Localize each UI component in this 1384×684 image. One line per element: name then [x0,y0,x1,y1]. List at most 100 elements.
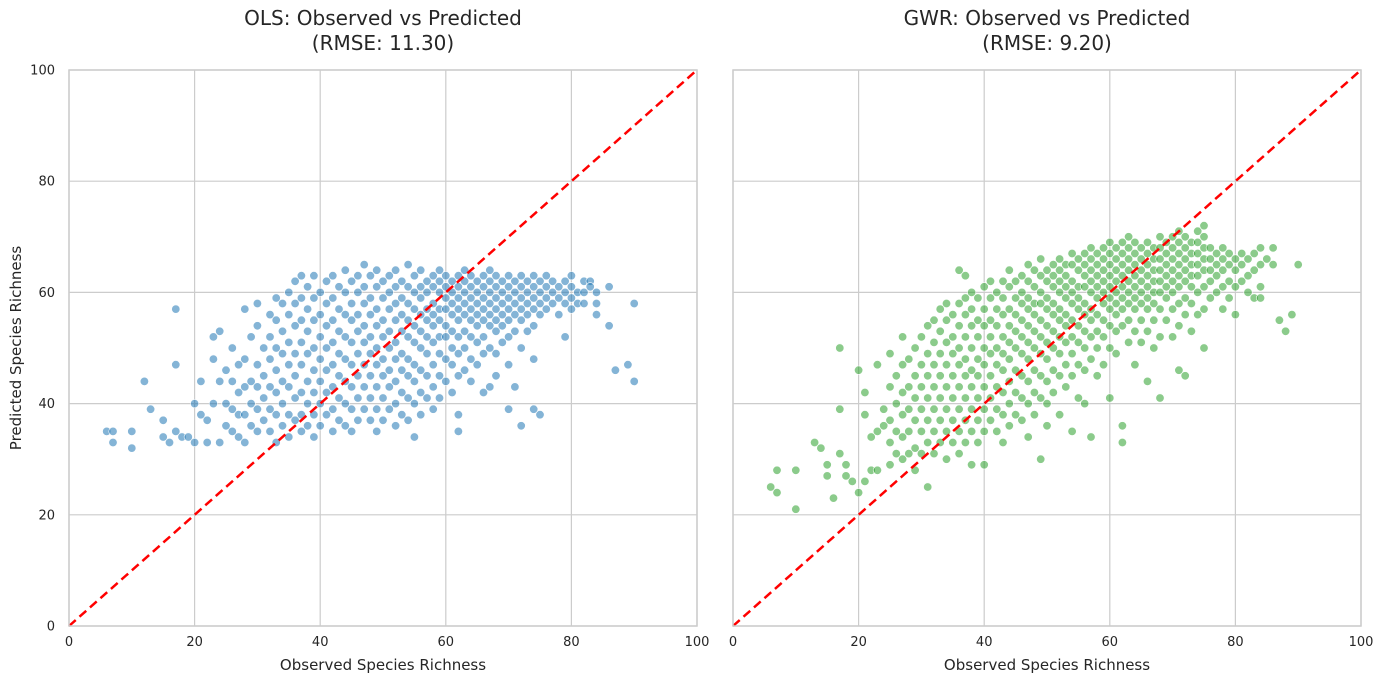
gwr-point [1099,315,1109,325]
ols-point [372,360,382,370]
gwr-point [1212,287,1222,297]
ols-point [365,371,375,381]
ols-point [171,304,181,314]
ols-point [529,321,539,331]
gwr-point [1143,304,1153,314]
ols-point [165,437,175,447]
ols-point [610,365,620,375]
ols-point [271,365,281,375]
ols-point [397,410,407,420]
gwr-point [1067,298,1077,308]
gwr-point [1168,265,1178,275]
ols-point [303,421,313,431]
gwr-point [1061,293,1071,303]
gwr-point [923,349,933,359]
ols-point [491,293,501,303]
ols-point [397,293,407,303]
ols-point [453,349,463,359]
gwr-point [1011,293,1021,303]
ols-point [277,421,287,431]
ols-point [453,304,463,314]
gwr-point [929,315,939,325]
ols-point [259,415,269,425]
ols-point [466,332,476,342]
gwr-point [1004,321,1014,331]
ols-point [252,298,262,308]
ols-y-axis-label: Predicted Species Richness [7,246,25,451]
gwr-point [1029,410,1039,420]
gwr-point [1080,249,1090,259]
gwr-point [973,393,983,403]
gwr-point [860,387,870,397]
ols-point [284,360,294,370]
ols-point [397,349,407,359]
gwr-point [985,349,995,359]
ols-point [265,404,275,414]
gwr-point [1143,293,1153,303]
ols-point [391,298,401,308]
gwr-point [1048,310,1058,320]
gwr-point [1092,260,1102,270]
ols-point [510,276,520,286]
ols-point [284,310,294,320]
gwr-point [910,343,920,353]
gwr-point [1212,249,1222,259]
gwr-point [960,393,970,403]
gwr-point [979,426,989,436]
ols-point [321,410,331,420]
gwr-point [1086,276,1096,286]
gwr-point [1099,254,1109,264]
ols-reference-line [68,69,698,627]
ols-point [290,321,300,331]
ols-point [478,293,488,303]
gwr-point [885,437,895,447]
ols-point [347,426,357,436]
ols-point [504,404,514,414]
gwr-point [1199,232,1209,242]
gwr-point [879,421,889,431]
ols-y-tick-label: 100 [30,64,55,79]
ols-point [403,298,413,308]
gwr-point [1067,260,1077,270]
gwr-point [810,437,820,447]
ols-point [384,304,394,314]
ols-point [309,387,319,397]
gwr-point [929,382,939,392]
gwr-point [1029,326,1039,336]
gwr-point [992,360,1002,370]
ols-point [447,343,457,353]
ols-point [434,393,444,403]
gwr-point [1124,254,1134,264]
ols-point [403,354,413,364]
gwr-point [1136,287,1146,297]
gwr-point [941,360,951,370]
ols-point [158,432,168,442]
gwr-point [998,365,1008,375]
gwr-point [854,365,864,375]
ols-point [259,393,269,403]
gwr-point [967,426,977,436]
gwr-point [1143,282,1153,292]
gwr-x-tick-label: 20 [850,635,867,650]
ols-point [441,304,451,314]
gwr-point [1130,282,1140,292]
ols-point [252,426,262,436]
gwr-point [791,504,801,514]
gwr-point [923,371,933,381]
ols-point [397,276,407,286]
gwr-point [1017,298,1027,308]
gwr-point [1080,343,1090,353]
ols-point [391,399,401,409]
gwr-point [935,349,945,359]
gwr-point [1174,249,1184,259]
ols-point [472,360,482,370]
ols-point [334,371,344,381]
gwr-point [1011,276,1021,286]
gwr-point [1017,415,1027,425]
gwr-x-axis-label: Observed Species Richness [944,656,1150,674]
gwr-point [1099,276,1109,286]
gwr-point [1193,237,1203,247]
gwr-point [1099,360,1109,370]
ols-point [284,432,294,442]
ols-point [384,365,394,375]
